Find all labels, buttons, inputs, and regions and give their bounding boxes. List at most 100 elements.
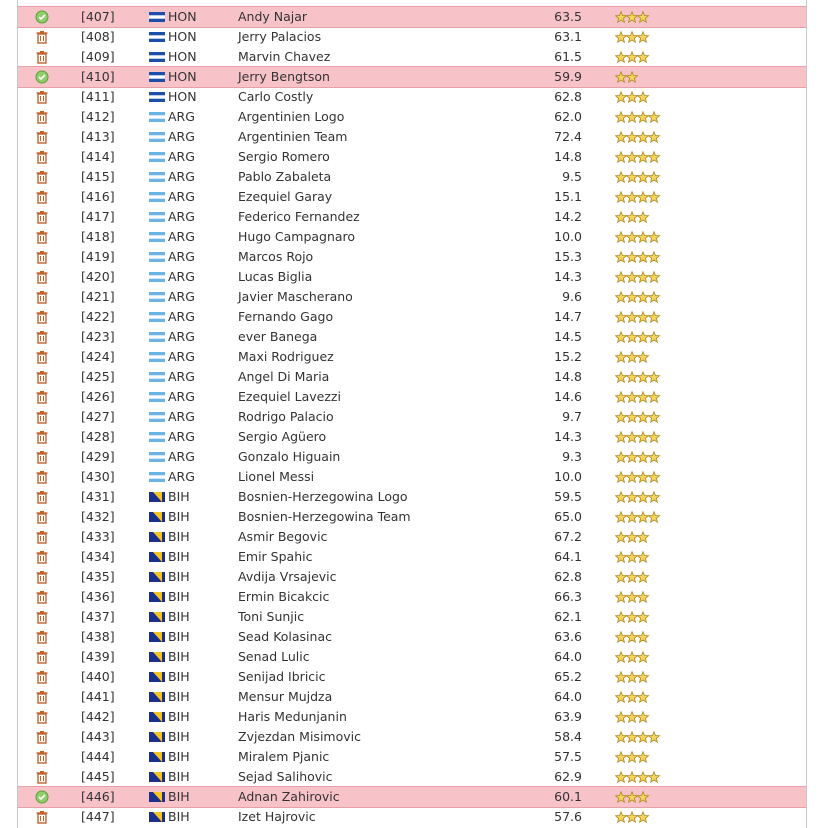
list-row[interactable]: [436] BIH Ermin Bicakcic 66.3: [18, 587, 806, 607]
list-row[interactable]: [419] ARG Marcos Rojo 15.3: [18, 247, 806, 267]
list-row[interactable]: [422] ARG Fernando Gago 14.7: [18, 307, 806, 327]
delete-icon[interactable]: [35, 770, 49, 784]
delete-icon[interactable]: [35, 190, 49, 204]
delete-icon[interactable]: [35, 250, 49, 264]
list-row[interactable]: [415] ARG Pablo Zabaleta 9.5: [18, 167, 806, 187]
delete-icon[interactable]: [35, 590, 49, 604]
list-row[interactable]: [408] HON Jerry Palacios 63.1: [18, 27, 806, 47]
star-rating: [615, 510, 661, 524]
list-row[interactable]: [421] ARG Javier Mascherano 9.6: [18, 287, 806, 307]
delete-icon[interactable]: [35, 510, 49, 524]
delete-icon[interactable]: [35, 310, 49, 324]
list-row[interactable]: [426] ARG Ezequiel Lavezzi 14.6: [18, 387, 806, 407]
delete-icon[interactable]: [35, 710, 49, 724]
list-row[interactable]: [413] ARG Argentinien Team 72.4: [18, 127, 806, 147]
list-row[interactable]: [429] ARG Gonzalo Higuain 9.3: [18, 447, 806, 467]
delete-icon[interactable]: [35, 390, 49, 404]
delete-icon[interactable]: [35, 370, 49, 384]
list-row[interactable]: [427] ARG Rodrigo Palacio 9.7: [18, 407, 806, 427]
list-row[interactable]: [430] ARG Lionel Messi 10.0: [18, 467, 806, 487]
rating-value: 58.4: [554, 729, 582, 744]
status-icon[interactable]: [35, 70, 49, 84]
star: [615, 430, 628, 444]
rating-value: 67.2: [554, 529, 582, 544]
list-row[interactable]: [414] ARG Sergio Romero 14.8: [18, 147, 806, 167]
list-row[interactable]: [433] BIH Asmir Begovic 67.2: [18, 527, 806, 547]
delete-icon[interactable]: [35, 730, 49, 744]
list-row[interactable]: [416] ARG Ezequiel Garay 15.1: [18, 187, 806, 207]
delete-icon[interactable]: [35, 410, 49, 424]
list-row[interactable]: [409] HON Marvin Chavez 61.5: [18, 47, 806, 67]
list-row[interactable]: [444] BIH Miralem Pjanic 57.5: [18, 747, 806, 767]
list-row[interactable]: [441] BIH Mensur Mujdza 64.0: [18, 687, 806, 707]
list-row[interactable]: [447] BIH Izet Hajrovic 57.6: [18, 807, 806, 827]
star: [625, 530, 639, 544]
delete-icon[interactable]: [35, 430, 49, 444]
delete-icon[interactable]: [35, 230, 49, 244]
star: [615, 190, 628, 204]
list-row[interactable]: [442] BIH Haris Medunjanin 63.9: [18, 707, 806, 727]
star-rating: [615, 430, 661, 444]
delete-icon[interactable]: [35, 810, 49, 824]
list-row[interactable]: [420] ARG Lucas Biglia 14.3: [18, 267, 806, 287]
list-row[interactable]: [424] ARG Maxi Rodriguez 15.2: [18, 347, 806, 367]
delete-icon[interactable]: [35, 330, 49, 344]
star: [636, 670, 650, 684]
star: [615, 710, 628, 724]
delete-icon[interactable]: [35, 470, 49, 484]
delete-icon[interactable]: [35, 90, 49, 104]
delete-icon[interactable]: [35, 570, 49, 584]
delete-icon[interactable]: [35, 750, 49, 764]
list-row[interactable]: [407] HON Andy Najar 63.5: [18, 6, 806, 28]
delete-icon[interactable]: [35, 270, 49, 284]
list-row[interactable]: [445] BIH Sejad Salihovic 62.9: [18, 767, 806, 787]
player-name: ever Banega: [238, 329, 318, 344]
delete-icon[interactable]: [35, 210, 49, 224]
delete-icon[interactable]: [35, 450, 49, 464]
delete-icon[interactable]: [35, 290, 49, 304]
list-row[interactable]: [431] BIH Bosnien-Herzegowina Logo 59.5: [18, 487, 806, 507]
status-icon[interactable]: [35, 790, 49, 804]
delete-icon[interactable]: [35, 170, 49, 184]
star-rating: [615, 450, 661, 464]
delete-icon[interactable]: [35, 350, 49, 364]
list-row[interactable]: [417] ARG Federico Fernandez 14.2: [18, 207, 806, 227]
list-row[interactable]: [440] BIH Senijad Ibricic 65.2: [18, 667, 806, 687]
list-row[interactable]: [435] BIH Avdija Vrsajevic 62.8: [18, 567, 806, 587]
list-row[interactable]: [423] ARG ever Banega 14.5: [18, 327, 806, 347]
list-row[interactable]: [432] BIH Bosnien-Herzegowina Team 65.0: [18, 507, 806, 527]
item-id: [415]: [81, 169, 115, 184]
list-row[interactable]: [434] BIH Emir Spahic 64.1: [18, 547, 806, 567]
delete-icon[interactable]: [35, 670, 49, 684]
list-row[interactable]: [412] ARG Argentinien Logo 62.0: [18, 107, 806, 127]
delete-icon[interactable]: [35, 630, 49, 644]
delete-icon[interactable]: [35, 690, 49, 704]
country-code: ARG: [168, 129, 195, 144]
delete-icon[interactable]: [35, 650, 49, 664]
delete-icon[interactable]: [35, 50, 49, 64]
list-row[interactable]: [418] ARG Hugo Campagnaro 10.0: [18, 227, 806, 247]
star: [636, 510, 650, 524]
status-icon[interactable]: [35, 10, 49, 24]
delete-icon[interactable]: [35, 610, 49, 624]
list-row[interactable]: [439] BIH Senad Lulic 64.0: [18, 647, 806, 667]
star: [615, 350, 628, 364]
list-row[interactable]: [428] ARG Sergio Agüero 14.3: [18, 427, 806, 447]
delete-icon[interactable]: [35, 130, 49, 144]
star: [615, 390, 628, 404]
delete-icon[interactable]: [35, 530, 49, 544]
delete-icon[interactable]: [35, 550, 49, 564]
list-row[interactable]: [446] BIH Adnan Zahirovic 60.1: [18, 786, 806, 808]
delete-icon[interactable]: [35, 150, 49, 164]
list-row[interactable]: [437] BIH Toni Sunjic 62.1: [18, 607, 806, 627]
delete-icon[interactable]: [35, 490, 49, 504]
delete-icon[interactable]: [35, 30, 49, 44]
delete-icon[interactable]: [35, 110, 49, 124]
flag-icon: [149, 792, 165, 802]
list-row[interactable]: [443] BIH Zvjezdan Misimovic 58.4: [18, 727, 806, 747]
list-row[interactable]: [411] HON Carlo Costly 62.8: [18, 87, 806, 107]
star: [647, 490, 661, 504]
list-row[interactable]: [410] HON Jerry Bengtson 59.9: [18, 66, 806, 88]
list-row[interactable]: [425] ARG Angel Di Maria 14.8: [18, 367, 806, 387]
list-row[interactable]: [438] BIH Sead Kolasinac 63.6: [18, 627, 806, 647]
